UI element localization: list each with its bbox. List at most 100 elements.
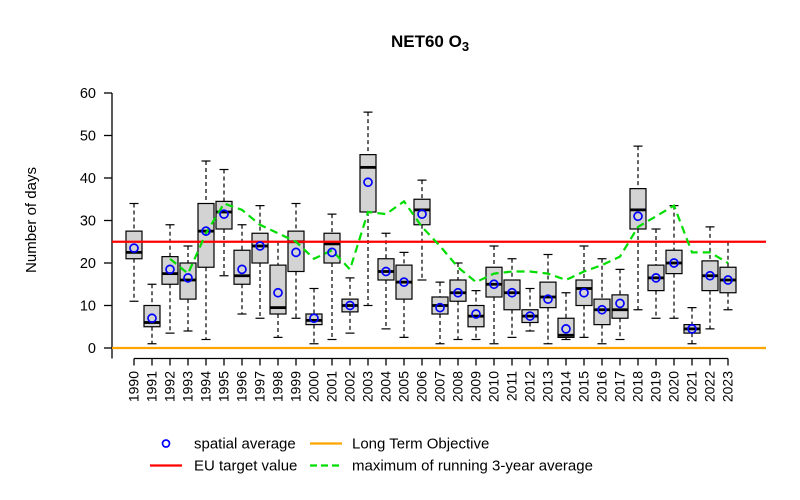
x-tick-label: 1996 bbox=[234, 371, 250, 402]
y-tick-label: 10 bbox=[80, 299, 96, 315]
mean-point-2005 bbox=[399, 277, 409, 287]
iqr-box bbox=[359, 154, 377, 213]
x-tick-label: 2007 bbox=[432, 371, 448, 402]
boxplot-2012 bbox=[521, 287, 539, 332]
mean-point-1997 bbox=[255, 241, 265, 251]
boxplot-2004 bbox=[377, 232, 395, 330]
boxplot-2009 bbox=[467, 290, 485, 341]
x-tick-label: 2014 bbox=[558, 371, 574, 402]
boxplot-2006 bbox=[413, 179, 431, 281]
running-average-line bbox=[169, 199, 729, 284]
y-axis-label: Number of days bbox=[23, 167, 40, 273]
x-tick-label: 1998 bbox=[270, 371, 286, 402]
x-tick-label: 1990 bbox=[126, 371, 142, 402]
legend-marker-spatial-average bbox=[161, 439, 171, 448]
x-tick-label: 1993 bbox=[180, 371, 196, 402]
x-tick-label: 2023 bbox=[720, 371, 736, 402]
chart-title: NET60 O3 bbox=[391, 32, 469, 54]
iqr-box bbox=[557, 317, 575, 338]
boxplot-2005 bbox=[395, 251, 413, 338]
mean-point-1998 bbox=[273, 287, 283, 298]
x-tick-label: 1994 bbox=[198, 371, 214, 402]
mean-point-2008 bbox=[453, 287, 463, 298]
y-tick-label: 40 bbox=[80, 171, 96, 187]
boxplot-1999 bbox=[287, 202, 305, 319]
mean-points bbox=[129, 177, 733, 334]
boxplots bbox=[125, 111, 737, 345]
boxplot-2014 bbox=[557, 292, 575, 341]
boxplot-2008 bbox=[449, 262, 467, 341]
x-tick-label: 2021 bbox=[684, 371, 700, 402]
boxplot-2010 bbox=[485, 245, 503, 345]
mean-point-1993 bbox=[183, 273, 193, 283]
x-tick-label: 2011 bbox=[504, 371, 520, 401]
iqr-box bbox=[485, 266, 503, 298]
mean-point-2011 bbox=[507, 287, 517, 298]
boxplot-2017 bbox=[611, 268, 629, 341]
mean-point-1996 bbox=[237, 264, 247, 275]
x-tick-label: 2005 bbox=[396, 371, 412, 402]
x-tick-label: 2000 bbox=[306, 371, 322, 402]
y-tick-label: 60 bbox=[80, 86, 96, 102]
x-tick-label: 2018 bbox=[630, 371, 646, 402]
iqr-box bbox=[449, 279, 467, 302]
running-3yr-max-polyline bbox=[169, 199, 729, 284]
x-tick-label: 1999 bbox=[288, 371, 304, 402]
boxplot-2003 bbox=[359, 111, 377, 307]
mean-point-1994 bbox=[201, 226, 211, 236]
boxplot-2000 bbox=[305, 287, 323, 345]
boxplot-1996 bbox=[233, 224, 251, 315]
boxplot-2002 bbox=[341, 277, 359, 334]
mean-point-2010 bbox=[489, 279, 499, 290]
legend: spatial average EU target value Long Term … bbox=[150, 436, 593, 475]
mean-point-2023 bbox=[723, 275, 733, 285]
iqr-box bbox=[503, 279, 521, 311]
mean-point-2018 bbox=[633, 211, 643, 222]
y-tick-label: 0 bbox=[88, 341, 96, 357]
iqr-box bbox=[233, 249, 251, 285]
legend-label-long-term-objective: Long Term Objective bbox=[352, 436, 489, 453]
y-tick-label: 30 bbox=[80, 214, 96, 230]
mean-point-2006 bbox=[417, 209, 427, 219]
x-tick-label: 2009 bbox=[468, 371, 484, 402]
mean-point-1991 bbox=[147, 313, 157, 324]
mean-point-2015 bbox=[579, 287, 589, 298]
boxplot-2001 bbox=[323, 213, 341, 341]
x-tick-label: 2022 bbox=[702, 371, 718, 402]
mean-point-1995 bbox=[219, 209, 229, 219]
x-tick-label: 2008 bbox=[450, 371, 466, 402]
x-tick-label: 2015 bbox=[576, 371, 592, 402]
mean-point-2016 bbox=[597, 304, 607, 315]
x-tick-label: 2010 bbox=[486, 371, 502, 402]
mean-point-2020 bbox=[669, 258, 679, 268]
y-axis: 0 10 20 30 40 50 60 bbox=[80, 86, 113, 359]
mean-point-2017 bbox=[615, 298, 625, 309]
x-tick-label: 2013 bbox=[540, 371, 556, 402]
mean-point-2009 bbox=[471, 309, 481, 319]
x-tick-label: 2012 bbox=[522, 371, 538, 402]
boxplot-1997 bbox=[251, 205, 269, 319]
x-axis: 1990 1991 1992 1993 1994 1995 1996 1997 1998 1999… bbox=[126, 357, 736, 402]
boxplot-2022 bbox=[701, 226, 719, 330]
mean-point-2004 bbox=[381, 266, 391, 277]
x-tick-label: 1997 bbox=[252, 371, 268, 402]
x-tick-label: 2019 bbox=[648, 371, 664, 402]
x-tick-label: 2020 bbox=[666, 371, 682, 402]
iqr-box bbox=[161, 256, 179, 285]
boxplot-2007 bbox=[431, 281, 449, 345]
mean-point-2007 bbox=[435, 302, 445, 313]
x-tick-label: 2016 bbox=[594, 371, 610, 402]
y-tick-label: 50 bbox=[80, 129, 96, 145]
x-tick-label: 1992 bbox=[162, 371, 178, 402]
boxplot-1994 bbox=[197, 160, 215, 341]
mean-point-2019 bbox=[651, 273, 661, 283]
iqr-box bbox=[575, 279, 593, 307]
mean-point-1990 bbox=[129, 243, 139, 253]
boxplot-2020 bbox=[665, 205, 683, 319]
iqr-box bbox=[593, 298, 611, 326]
x-tick-label: 2017 bbox=[612, 371, 628, 402]
mean-point-2014 bbox=[561, 324, 571, 334]
boxplot-2019 bbox=[647, 228, 665, 319]
mean-point-2002 bbox=[345, 300, 355, 311]
